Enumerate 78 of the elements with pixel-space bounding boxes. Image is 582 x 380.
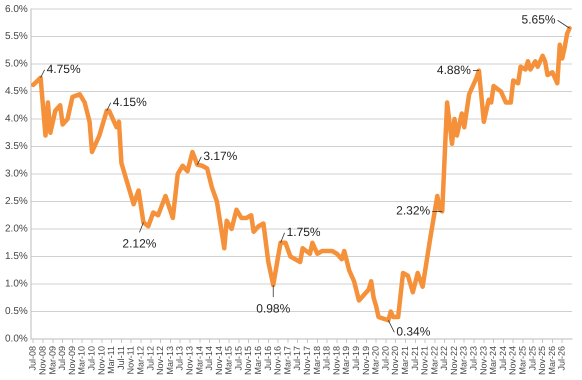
x-tick-label: Nov-23 xyxy=(478,346,488,376)
x-tick-label: Jul-22 xyxy=(439,346,450,371)
x-tick-label: Jul-15 xyxy=(233,346,244,371)
x-tick-label: Nov-15 xyxy=(243,346,254,376)
x-tick-label: Nov-09 xyxy=(66,346,77,376)
x-tick-label: Mar-18 xyxy=(312,346,322,375)
y-tick-label: 0.0% xyxy=(4,334,28,345)
x-tick-label: Mar-14 xyxy=(194,346,204,375)
y-tick-label: 3.0% xyxy=(4,168,28,180)
annotation: 4.88% xyxy=(436,62,472,77)
x-tick-label: Mar-13 xyxy=(164,346,175,375)
x-tick-label: Mar-22 xyxy=(429,346,440,375)
x-tick-label: Nov-20 xyxy=(390,346,400,376)
x-tick-label: Jul-08 xyxy=(28,346,38,371)
x-tick-label: Jul-10 xyxy=(86,346,96,371)
x-tick-label: Nov-24 xyxy=(508,346,518,376)
x-tick-label: Jul-20 xyxy=(380,346,390,371)
y-tick-label: 5.0% xyxy=(4,58,28,70)
x-tick-label: Mar-26 xyxy=(546,346,557,375)
x-tick-label: Mar-25 xyxy=(518,346,528,375)
x-tick-label: Jul-24 xyxy=(498,346,508,371)
annotation: 0.34% xyxy=(396,324,431,339)
annotation: 2.32% xyxy=(396,204,431,218)
y-tick-label: 1.0% xyxy=(4,278,28,290)
x-tick-label: Nov-08 xyxy=(38,346,48,376)
x-tick-label: Jul-25 xyxy=(527,346,538,371)
annotation: 4.15% xyxy=(112,95,148,110)
y-tick-label: 5.5% xyxy=(4,31,28,42)
x-tick-label: Nov-17 xyxy=(302,346,312,376)
x-tick-label: Mar-09 xyxy=(47,346,58,375)
x-tick-label: Jul-18 xyxy=(322,346,332,371)
x-tick-label: Nov-19 xyxy=(360,346,371,376)
annotation: 1.75% xyxy=(286,225,321,240)
x-tick-label: Jul-21 xyxy=(410,346,420,371)
x-tick-label: Jul-19 xyxy=(350,346,361,371)
x-tick-label: Mar-11 xyxy=(106,346,116,374)
x-tick-label: Nov-21 xyxy=(420,346,430,376)
x-tick-label: Jul-26 xyxy=(556,346,567,371)
x-tick-label: Mar-10 xyxy=(76,346,87,375)
annotation: 2.12% xyxy=(122,236,157,251)
x-tick-label: Jul-14 xyxy=(204,346,214,371)
x-tick-label: Nov-25 xyxy=(537,346,548,376)
x-tick-label: Jul-13 xyxy=(174,346,185,371)
x-tick-label: Jul-09 xyxy=(57,346,68,371)
x-tick-label: Nov-18 xyxy=(331,346,342,376)
y-tick-label: 4.0% xyxy=(4,114,28,125)
x-tick-label: Mar-21 xyxy=(400,346,410,375)
x-tick-label: Mar-17 xyxy=(282,346,292,375)
y-tick-label: 3.5% xyxy=(4,141,28,152)
y-tick-label: 2.5% xyxy=(4,196,28,208)
x-tick-label: Nov-22 xyxy=(448,346,459,376)
x-tick-label: Nov-11 xyxy=(126,346,136,374)
x-tick-label: Nov-12 xyxy=(155,346,166,376)
y-tick-label: 4.5% xyxy=(4,86,28,98)
x-tick-label: Nov-10 xyxy=(96,346,106,376)
annotation: 0.98% xyxy=(256,301,291,316)
annotation: 4.75% xyxy=(46,62,81,76)
x-tick-label: Mar-24 xyxy=(488,346,498,375)
x-tick-label: Mar-16 xyxy=(253,346,264,375)
x-tick-label: Jul-11 xyxy=(116,346,126,370)
x-tick-label: Mar-15 xyxy=(224,346,234,375)
x-tick-label: Nov-14 xyxy=(214,346,224,376)
annotation: 3.17% xyxy=(203,148,238,163)
x-tick-label: Mar-12 xyxy=(135,346,146,375)
x-tick-label: Nov-13 xyxy=(184,346,194,376)
annotation: 5.65% xyxy=(522,12,556,27)
y-tick-label: 1.5% xyxy=(4,251,28,262)
y-tick-label: 6.0% xyxy=(4,4,28,15)
x-tick-label: Nov-16 xyxy=(272,346,283,376)
x-tick-label: Jul-23 xyxy=(468,346,479,371)
x-tick-label: Jul-16 xyxy=(262,346,273,371)
x-tick-label: Jul-12 xyxy=(145,346,156,371)
x-tick-label: Mar-19 xyxy=(341,346,352,375)
y-tick-label: 0.5% xyxy=(4,306,28,318)
y-tick-label: 2.0% xyxy=(4,224,28,235)
x-tick-label: Jul-17 xyxy=(292,346,302,371)
x-tick-label: Mar-20 xyxy=(370,346,381,375)
x-tick-label: Mar-23 xyxy=(458,346,469,375)
